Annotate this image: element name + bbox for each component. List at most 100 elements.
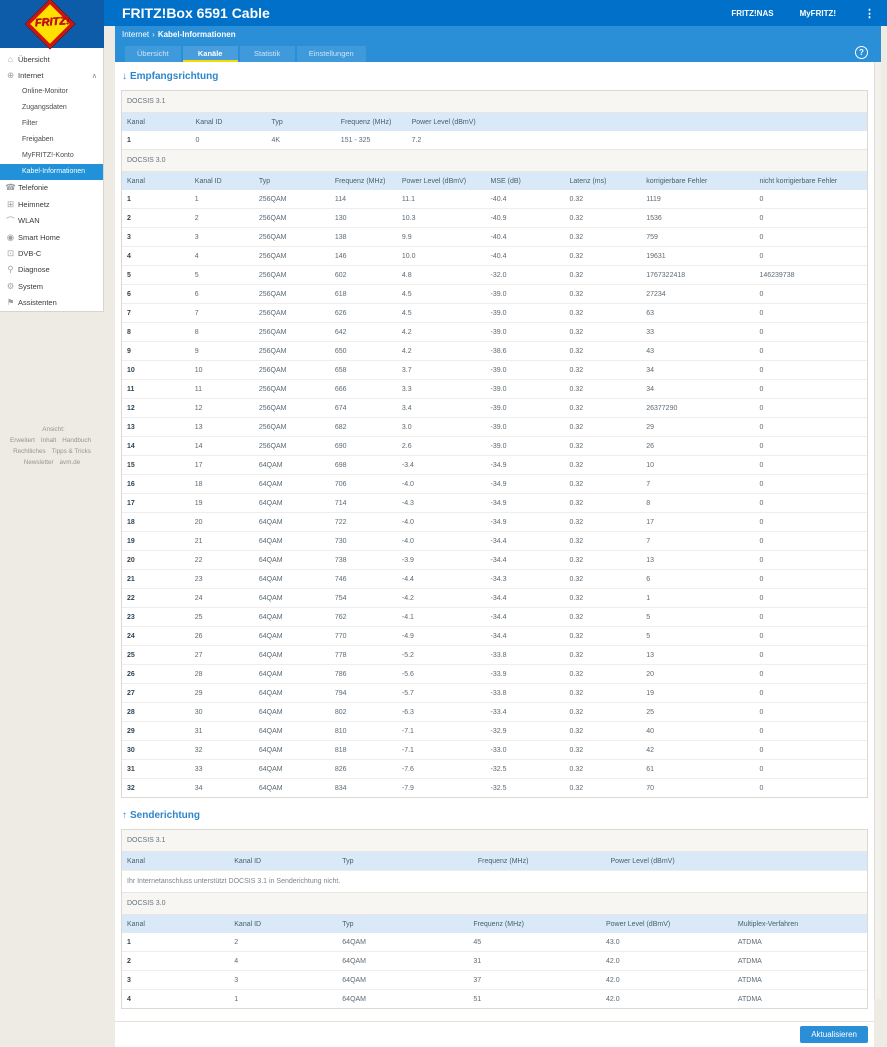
column-header: Kanal ID xyxy=(191,113,267,131)
table-cell: -4.0 xyxy=(397,475,486,493)
table-cell: 23 xyxy=(122,608,190,626)
table-cell: 778 xyxy=(330,646,397,664)
table-cell: -32.0 xyxy=(486,266,565,284)
table-cell: 0.32 xyxy=(564,627,641,645)
table-cell: 13 xyxy=(190,418,254,436)
help-icon[interactable]: ? xyxy=(855,46,868,59)
sidebar-item-online-monitor[interactable]: Online-Monitor xyxy=(0,84,103,100)
table-row: 151764QAM698-3.4-34.90.32100 xyxy=(122,455,867,474)
table-row: 212364QAM746-4.4-34.30.3260 xyxy=(122,569,867,588)
table-cell: -7.6 xyxy=(397,760,486,778)
fritznas-link[interactable]: FRITZ!NAS xyxy=(731,9,773,18)
table-row: 1212256QAM6743.4-39.00.32263772900 xyxy=(122,398,867,417)
breadcrumb: Internet›Kabel-Informationen xyxy=(122,30,236,39)
overflow-menu-icon[interactable]: ⋮ xyxy=(862,7,877,20)
sidebar-item-kabel-informationen[interactable]: Kabel-Informationen xyxy=(0,164,103,180)
table-cell: 0 xyxy=(754,532,862,550)
upstream-docsis30-body: 1264QAM4543.0ATDMA2464QAM3142.0ATDMA3364… xyxy=(122,933,867,1008)
table-cell: 1 xyxy=(122,933,229,951)
table-cell: 30 xyxy=(122,741,190,759)
column-header: Frequenz (MHz) xyxy=(473,852,606,870)
table-cell: -5.6 xyxy=(397,665,486,683)
table-cell: -4.0 xyxy=(397,513,486,531)
sub-bar: Internet›Kabel-Informationen Übersicht K… xyxy=(115,26,881,62)
table-cell: 658 xyxy=(330,361,397,379)
table-cell: 818 xyxy=(330,741,397,759)
table-row: 33256QAM1389.9-40.40.327590 xyxy=(122,227,867,246)
footer-link-tipps-tricks[interactable]: Tipps & Tricks xyxy=(52,448,91,455)
table-cell: 14 xyxy=(190,437,254,455)
table-cell: 10.3 xyxy=(397,209,486,227)
column-header: Kanal xyxy=(122,172,190,190)
sidebar-item-assistenten[interactable]: ⚑Assistenten xyxy=(0,295,103,311)
footer-link-avm-de[interactable]: avm.de xyxy=(60,459,81,466)
table-cell: 626 xyxy=(330,304,397,322)
sidebar-item-myfritz-konto[interactable]: MyFRITZ!-Konto xyxy=(0,148,103,164)
footer-link-handbuch[interactable]: Handbuch xyxy=(62,437,91,444)
footer-link-ansicht-erweitert[interactable]: Ansicht: Erweitert xyxy=(10,426,65,444)
table-cell: -34.3 xyxy=(486,570,565,588)
sidebar-item-zugangsdaten[interactable]: Zugangsdaten xyxy=(0,100,103,116)
table-cell: 650 xyxy=(330,342,397,360)
smarthome-icon: ◉ xyxy=(4,232,17,243)
scrollbar[interactable] xyxy=(874,62,881,999)
sidebar-item-system[interactable]: ⚙System xyxy=(0,278,103,294)
table-row: 252764QAM778-5.2-33.80.32130 xyxy=(122,645,867,664)
table-cell: -4.2 xyxy=(397,589,486,607)
sidebar-item-wlan[interactable]: ⌒WLAN xyxy=(0,213,103,229)
table-cell: 31 xyxy=(190,722,254,740)
table-cell: 6 xyxy=(190,285,254,303)
table-cell: 64QAM xyxy=(337,933,468,951)
footer-link-newsletter[interactable]: Newsletter xyxy=(24,459,54,466)
tab-uebersicht[interactable]: Übersicht xyxy=(125,46,181,62)
table-cell: 722 xyxy=(330,513,397,531)
sidebar-item-diagnose[interactable]: ⚲Diagnose xyxy=(0,262,103,278)
sidebar-item-dvb-c[interactable]: ⊡DVB-C xyxy=(0,245,103,261)
table-cell: 0.32 xyxy=(564,285,641,303)
sidebar-item-filter[interactable]: Filter xyxy=(0,116,103,132)
table-cell: 0 xyxy=(754,323,862,341)
table-cell: 0 xyxy=(754,760,862,778)
tab-statistik[interactable]: Statistik xyxy=(240,46,295,62)
table-cell: 64QAM xyxy=(337,971,468,989)
sidebar-item-label: MyFRITZ!-Konto xyxy=(22,152,74,159)
home-icon: ⌂ xyxy=(4,54,17,64)
table-cell: 26377290 xyxy=(641,399,754,417)
myfritz-link[interactable]: MyFRITZ! xyxy=(800,9,836,18)
table-cell: 19 xyxy=(122,532,190,550)
tab-kanaele[interactable]: Kanäle xyxy=(183,46,238,62)
sidebar-item-bersicht[interactable]: ⌂Übersicht xyxy=(0,51,103,67)
table-cell: 0.32 xyxy=(564,437,641,455)
table-cell: 1 xyxy=(122,131,191,149)
chevron-up-icon[interactable]: ∧ xyxy=(92,72,97,80)
table-cell: 0 xyxy=(754,475,862,493)
upstream-table: DOCSIS 3.1 KanalKanal IDTypFrequenz (MHz… xyxy=(121,829,868,1009)
table-cell: 754 xyxy=(330,589,397,607)
table-cell: 10.0 xyxy=(397,247,486,265)
refresh-button[interactable]: Aktualisieren xyxy=(800,1026,868,1043)
footer-link-inhalt[interactable]: Inhalt xyxy=(41,437,56,444)
sidebar-item-smart-home[interactable]: ◉Smart Home xyxy=(0,229,103,245)
table-cell: -34.4 xyxy=(486,608,565,626)
docsis31-unsupported-note: Ihr Internetanschluss unterstützt DOCSIS… xyxy=(122,870,867,892)
table-cell: 4 xyxy=(122,990,229,1008)
table-cell: 64QAM xyxy=(254,513,330,531)
breadcrumb-section[interactable]: Internet xyxy=(122,30,149,39)
table-cell: -39.0 xyxy=(486,380,565,398)
sidebar-item-telefonie[interactable]: ☎Telefonie xyxy=(0,180,103,196)
table-cell: 7.2 xyxy=(407,131,867,149)
sidebar-item-freigaben[interactable]: Freigaben xyxy=(0,132,103,148)
table-row: 192164QAM730-4.0-34.40.3270 xyxy=(122,531,867,550)
table-cell: -33.0 xyxy=(486,741,565,759)
table-cell: 1767322418 xyxy=(641,266,754,284)
table-cell: -34.4 xyxy=(486,627,565,645)
footer-link-rechtliches[interactable]: Rechtliches xyxy=(13,448,46,455)
table-cell: 42.0 xyxy=(601,971,733,989)
table-cell: 0 xyxy=(754,646,862,664)
table-cell: 0.32 xyxy=(564,513,641,531)
sidebar-item-internet[interactable]: ⊕Internet∧ xyxy=(0,67,103,83)
arrow-down-icon: ↓ xyxy=(122,71,127,82)
sidebar-item-heimnetz[interactable]: ⊞Heimnetz xyxy=(0,196,103,212)
table-cell: 794 xyxy=(330,684,397,702)
tab-einstellungen[interactable]: Einstellungen xyxy=(297,46,366,62)
